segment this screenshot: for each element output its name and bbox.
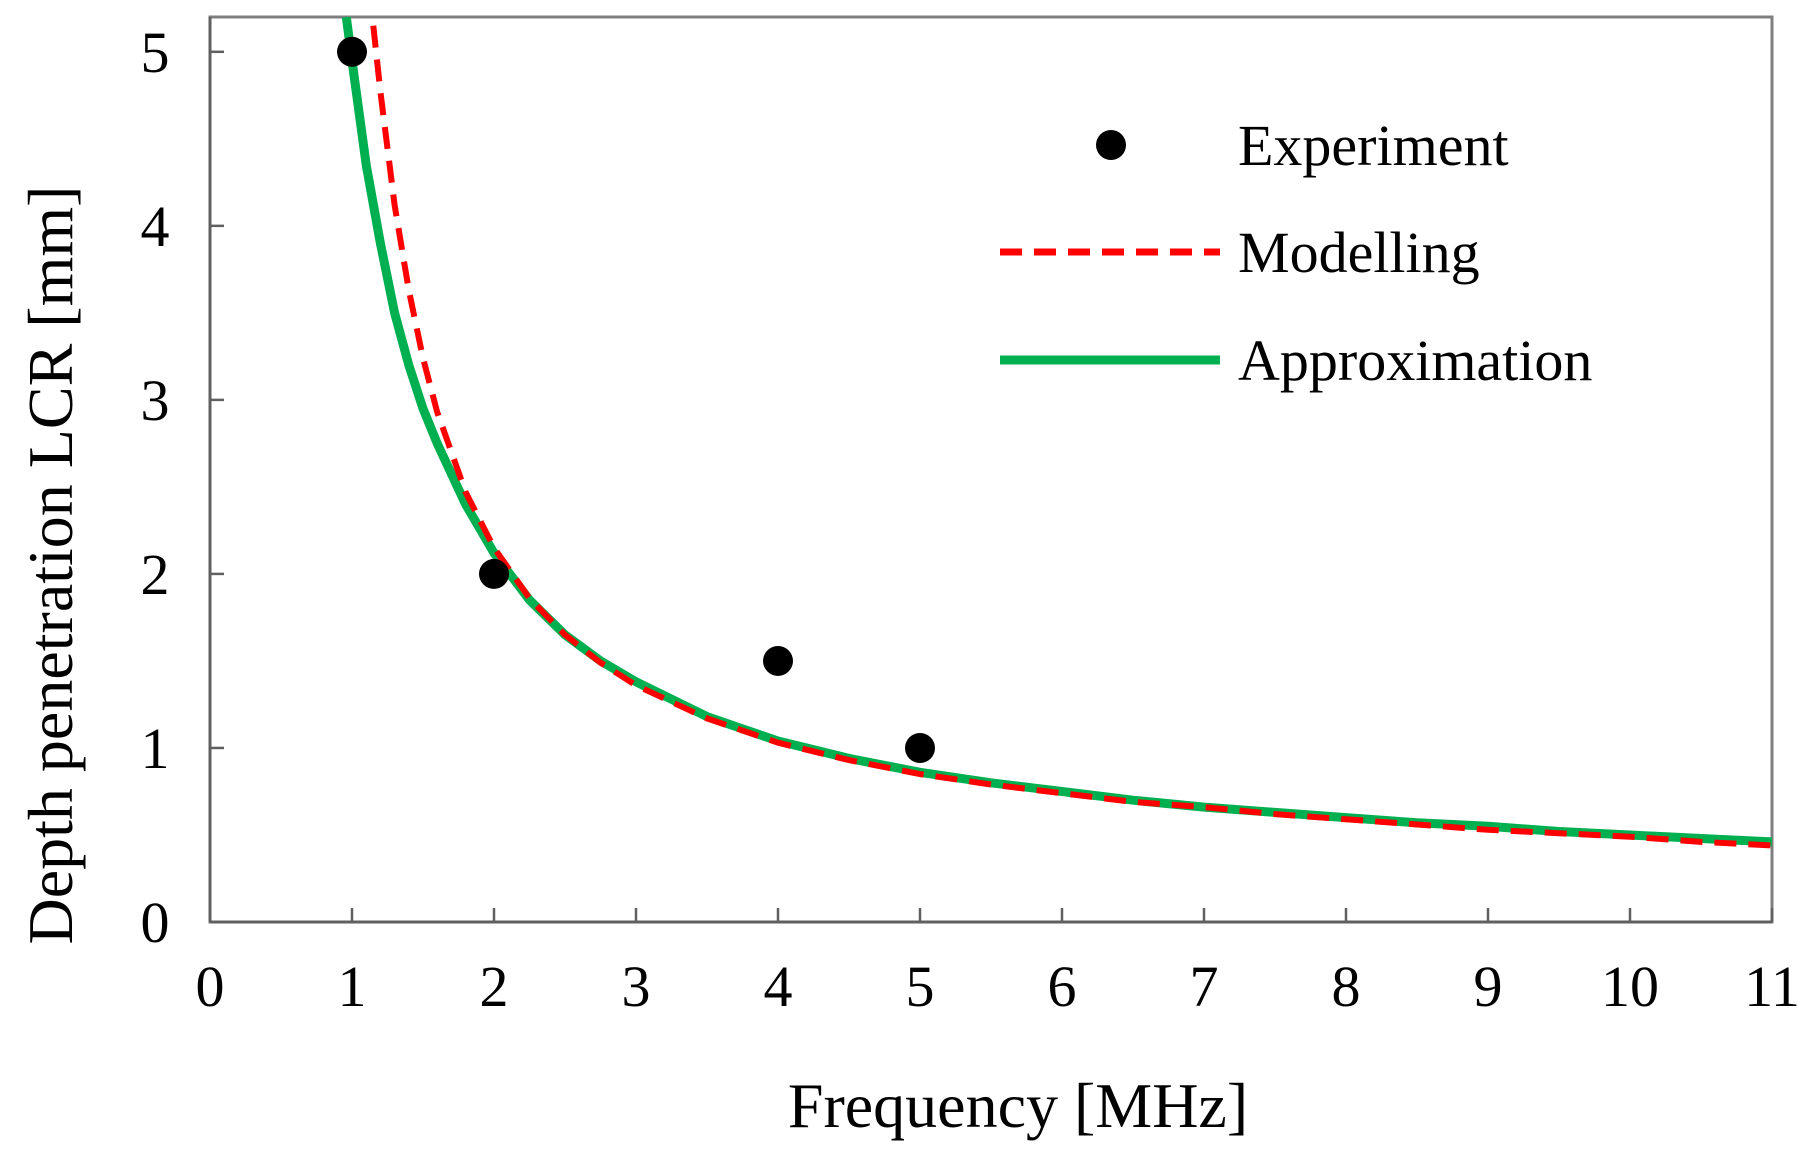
- y-tick-label: 1: [141, 716, 170, 781]
- legend-label-experiment: Experiment: [1238, 113, 1509, 178]
- x-axis-label: Frequency [MHz]: [788, 1070, 1248, 1141]
- legend-marker-experiment: [1096, 130, 1126, 160]
- x-tick-label: 4: [764, 954, 793, 1019]
- experiment-point: [763, 645, 793, 676]
- x-tick-label: 8: [1332, 954, 1361, 1019]
- x-tick-label: 9: [1474, 954, 1503, 1019]
- legend: Experiment Modelling Approximation: [1000, 113, 1592, 393]
- legend-item-approximation: Approximation: [1000, 328, 1592, 393]
- experiment-point: [479, 558, 509, 589]
- x-tick-label: 11: [1744, 954, 1800, 1019]
- legend-label-modelling: Modelling: [1238, 220, 1480, 285]
- series-line-modelling: [370, 25, 1772, 849]
- x-tick-label: 1: [338, 954, 367, 1019]
- legend-item-experiment: Experiment: [1096, 113, 1509, 178]
- experiment-point: [337, 36, 367, 67]
- y-tick-label: 2: [141, 542, 170, 607]
- y-axis-label: Depth penetration LCR [mm]: [15, 186, 86, 945]
- legend-item-modelling: Modelling: [1000, 220, 1480, 285]
- y-tick-label: 3: [141, 368, 170, 433]
- x-tick-label: 5: [906, 954, 935, 1019]
- series-layer: [337, 17, 1772, 849]
- y-tick-label: 4: [141, 194, 170, 259]
- x-tick-label: 3: [622, 954, 651, 1019]
- x-tick-label: 6: [1048, 954, 1077, 1019]
- x-tick-label: 2: [480, 954, 509, 1019]
- experiment-point: [905, 732, 935, 763]
- legend-label-approximation: Approximation: [1238, 328, 1592, 393]
- x-tick-label: 10: [1601, 954, 1659, 1019]
- plot-area: 0 1 2 3 4 5 6 7 8 9 10 11 0 1 2 3 4 5: [141, 15, 1800, 1019]
- y-tick-label: 0: [141, 890, 170, 955]
- x-tick-label: 0: [196, 954, 225, 1019]
- series-line-approximation: [341, 17, 1772, 847]
- x-tick-label: 7: [1190, 954, 1219, 1019]
- series-curves: [341, 17, 1772, 849]
- y-tick-label: 5: [141, 20, 170, 85]
